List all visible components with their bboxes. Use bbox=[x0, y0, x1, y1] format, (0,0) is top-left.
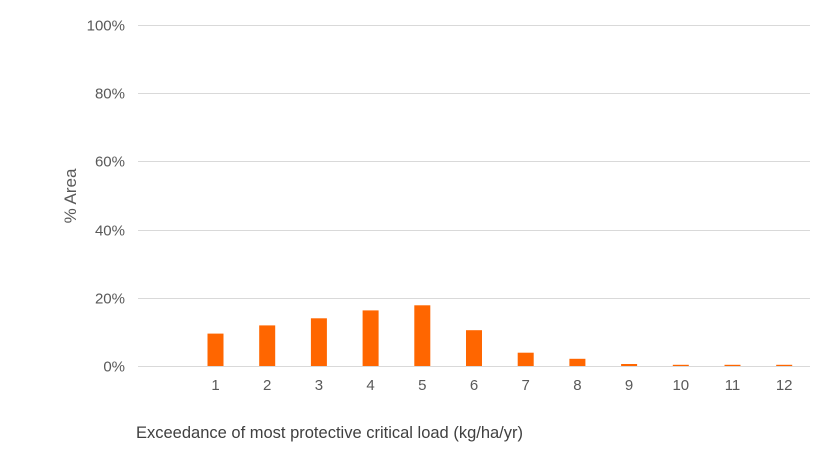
y-tick-label: 80% bbox=[95, 86, 125, 103]
bar-9 bbox=[621, 364, 638, 366]
x-tick-label: 8 bbox=[573, 377, 581, 394]
bar-8 bbox=[569, 358, 586, 366]
x-axis-tick-labels: 1 2 3 4 5 6 7 8 9 10 11 12 bbox=[211, 377, 792, 394]
x-tick-label: 6 bbox=[470, 377, 478, 394]
y-axis-label: % Area bbox=[61, 168, 80, 223]
x-tick-label: 5 bbox=[418, 377, 426, 394]
bar-3 bbox=[310, 318, 327, 366]
x-tick-label: 4 bbox=[366, 377, 374, 394]
y-tick-label: 20% bbox=[95, 291, 125, 308]
y-tick-label: 0% bbox=[103, 359, 125, 376]
x-tick-label: 2 bbox=[263, 377, 271, 394]
bar-2 bbox=[259, 325, 276, 366]
bar-10 bbox=[672, 364, 689, 366]
gridlines bbox=[138, 25, 810, 367]
x-tick-label: 9 bbox=[625, 377, 633, 394]
bar-12 bbox=[776, 364, 793, 366]
y-axis-tick-labels: 0% 20% 40% 60% 80% 100% bbox=[87, 18, 125, 376]
x-tick-label: 12 bbox=[776, 377, 793, 394]
bar-11 bbox=[724, 364, 741, 366]
x-axis-label: Exceedance of most protective critical l… bbox=[136, 424, 523, 442]
x-tick-label: 7 bbox=[522, 377, 530, 394]
bar-1 bbox=[207, 333, 224, 366]
bar-7 bbox=[517, 352, 534, 366]
x-tick-label: 3 bbox=[315, 377, 323, 394]
bars bbox=[207, 305, 793, 366]
bar-6 bbox=[466, 330, 482, 366]
y-tick-label: 100% bbox=[87, 18, 125, 35]
bar-4 bbox=[362, 310, 379, 366]
y-tick-label: 40% bbox=[95, 223, 125, 240]
y-tick-label: 60% bbox=[95, 154, 125, 171]
bar-5 bbox=[414, 305, 431, 366]
x-tick-label: 10 bbox=[672, 377, 689, 394]
x-tick-label: 1 bbox=[211, 377, 219, 394]
x-tick-label: 11 bbox=[725, 377, 741, 394]
